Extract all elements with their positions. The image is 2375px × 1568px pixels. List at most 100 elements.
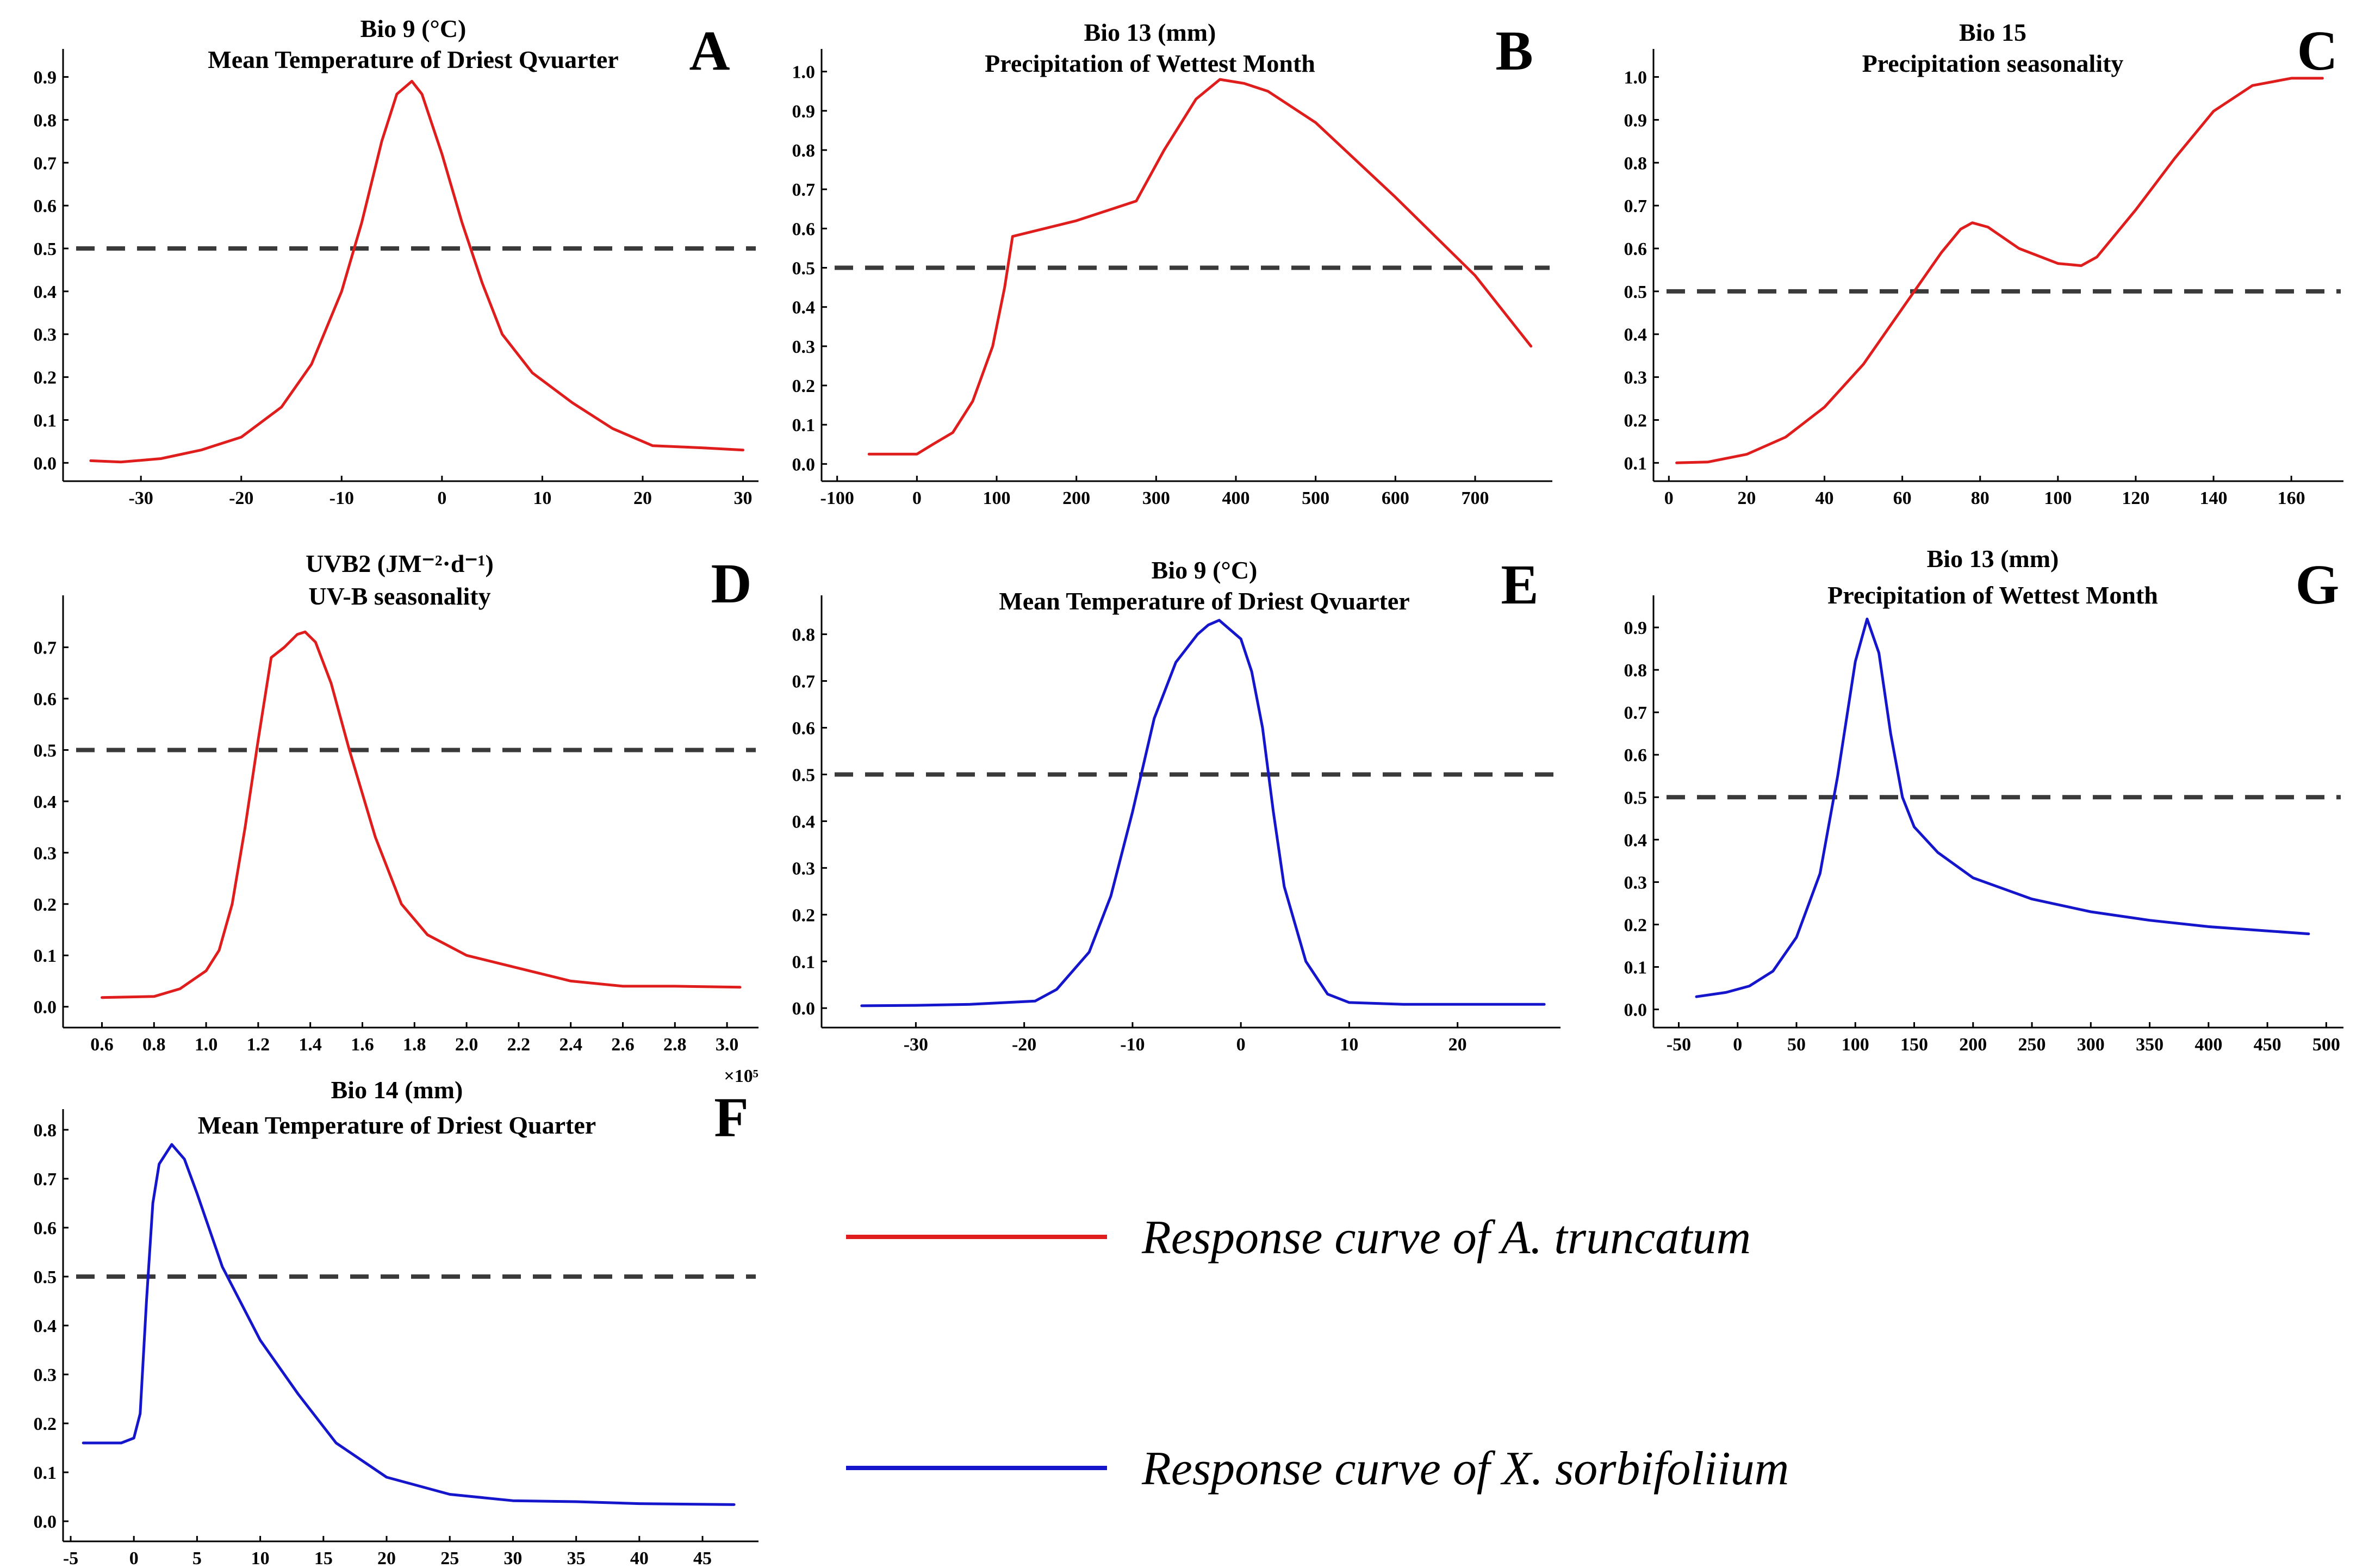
- y-tick-label: 0.2: [34, 895, 57, 915]
- y-tick-label: 0.9: [1624, 110, 1647, 130]
- panel-C: 0.1 0.2 0.3 0.4 0.5 0.6 0.7 0.8 0.9 1.0 0 20 40 60 80 1…: [1624, 18, 2343, 508]
- chart-title-line2: Mean Temperature of Driest Qvuarter: [999, 587, 1409, 615]
- y-tick-label: 0.0: [792, 999, 816, 1019]
- x-tick-label: 10: [533, 488, 551, 508]
- x-tick-label: 450: [2254, 1035, 2281, 1055]
- panel-E: 0.0 0.1 0.2 0.3 0.4 0.5 0.6 0.7 0.8 -30 -20 -10 0 10 2…: [792, 553, 1560, 1055]
- y-tick-label: 0.0: [34, 453, 57, 474]
- y-tick-label: 0.1: [1624, 958, 1647, 978]
- chart-panels: 0.00.10.20.30.40.50.60.70.80.9-30 -20 -10 0…: [34, 15, 2343, 1568]
- x-tick-label: -100: [820, 488, 854, 508]
- y-tick-label: 0.2: [1624, 915, 1647, 935]
- x-tick-label: 30: [503, 1548, 522, 1568]
- x-tick-label: 600: [1382, 488, 1409, 508]
- y-tick-label: 0.5: [1624, 788, 1647, 808]
- y-tick-label: 0.5: [792, 765, 816, 785]
- x-tick-label: 200: [1959, 1035, 1987, 1055]
- x-tick-label: 1.4: [299, 1035, 322, 1055]
- y-tick-label: 0.2: [34, 368, 57, 388]
- x-tick-label: 0.8: [142, 1035, 166, 1055]
- chart-title-line2: Mean Temperature of Driest Qvuarter: [208, 46, 618, 73]
- response-curve-sorbifolium: [1695, 617, 2310, 998]
- y-tick-label: 0.5: [792, 259, 816, 279]
- y-tick-label: 0.0: [1624, 1000, 1647, 1021]
- panel-B: 0.0 0.1 0.2 0.3 0.4 0.5 0.6 0.7 0.8 0.9 1.0 -100 0 10…: [792, 18, 1552, 508]
- x-tick-label: 2.8: [663, 1035, 687, 1055]
- response-curve-truncatum: [1675, 77, 2324, 464]
- x-tick-label: 40: [1816, 488, 1834, 508]
- y-tick-label: 0.2: [1624, 410, 1647, 431]
- y-tick-label: 0.5: [34, 239, 57, 259]
- x-tick-label: 0: [912, 488, 922, 508]
- y-tick-label: 0.1: [1624, 453, 1647, 474]
- y-tick-label: 0.4: [1624, 830, 1647, 850]
- y-tick-label: 0.1: [792, 415, 816, 435]
- y-tick-label: 0.3: [1624, 873, 1647, 893]
- x-tick-label: -20: [229, 488, 253, 508]
- x-tick-label: 500: [1302, 488, 1329, 508]
- x-tick-label: 120: [2122, 488, 2149, 508]
- y-tick-label: 0.4: [34, 792, 57, 812]
- x-tick-label: 200: [1062, 488, 1090, 508]
- chart-title-line2: Mean Temperature of Driest Quarter: [198, 1111, 596, 1139]
- y-tick-label: 0.8: [34, 110, 57, 130]
- chart-title-line2: UV-B seasonality: [308, 582, 490, 610]
- x-tick-label: 20: [377, 1548, 396, 1568]
- y-tick-label: 0.4: [792, 298, 816, 318]
- x-tick-label: 2.2: [507, 1035, 531, 1055]
- y-tick-label: 0.8: [1624, 153, 1647, 173]
- x-tick-label: 5: [192, 1548, 202, 1568]
- chart-title-line1: Bio 15: [1959, 18, 2026, 46]
- chart-title-line2: Precipitation of Wettest Month: [1827, 581, 2158, 609]
- panel-D: 0.0 0.1 0.2 0.3 0.4 0.5 0.6 0.7 0.6 0.8 1.0 1.2 1.4 1…: [34, 550, 758, 1086]
- x-tick-label: -10: [329, 488, 354, 508]
- chart-title-line1: Bio 13 (mm): [1927, 545, 2059, 573]
- chart-title-line1: Bio 13 (mm): [1084, 18, 1216, 46]
- x-tick-label: 160: [2278, 488, 2305, 508]
- y-tick-label: 0.3: [792, 337, 816, 357]
- x-tick-label: 0: [1664, 488, 1674, 508]
- x-tick-label: 40: [630, 1548, 649, 1568]
- x-tick-label: 250: [2018, 1035, 2046, 1055]
- chart-title-line2: Precipitation of Wettest Month: [985, 49, 1315, 77]
- chart-title-line1: Bio 9 (°C): [1152, 556, 1258, 584]
- y-tick-label: 0.5: [34, 741, 57, 761]
- y-tick-label: 0.3: [34, 1365, 57, 1385]
- response-curve-truncatum: [867, 78, 1533, 456]
- x-tick-label: 0.6: [90, 1035, 114, 1055]
- x-tick-label: 10: [1340, 1035, 1358, 1055]
- x-tick-label: 0: [129, 1548, 139, 1568]
- panel-F: 0.0 0.1 0.2 0.3 0.4 0.5 0.6 0.7 0.8 -5 0 5 10 15 20 25 3…: [34, 1076, 758, 1568]
- x-tick-label: 1.8: [403, 1035, 426, 1055]
- legend-label-sorbifolium: Response curve of X. sorbifoliium: [1141, 1442, 1789, 1495]
- y-tick-label: 0.3: [792, 858, 816, 879]
- y-tick-label: 0.5: [34, 1267, 57, 1287]
- x-tick-label: 2.6: [611, 1035, 635, 1055]
- y-tick-label: 1.0: [792, 63, 816, 83]
- x-tick-label: 0: [437, 488, 446, 508]
- x-tick-label: 140: [2200, 488, 2228, 508]
- y-tick-label: 0.6: [34, 1218, 57, 1239]
- x-tick-label: 35: [567, 1548, 586, 1568]
- y-tick-label: 0.2: [792, 376, 816, 396]
- y-tick-label: 0.8: [792, 141, 816, 161]
- x-tick-label: 1.6: [351, 1035, 374, 1055]
- y-tick-label: 0.7: [1624, 196, 1647, 216]
- x-tick-label: 50: [1787, 1035, 1806, 1055]
- y-tick-label: 0.7: [792, 672, 816, 692]
- x-tick-label: 300: [2077, 1035, 2105, 1055]
- y-tick-label: 0.6: [792, 219, 816, 239]
- y-tick-label: 0.9: [792, 102, 816, 122]
- x-tick-label: 3.0: [716, 1035, 739, 1055]
- x-tick-label: -20: [1012, 1035, 1036, 1055]
- chart-title-line1: Bio 14 (mm): [331, 1076, 463, 1104]
- y-tick-label: 0.7: [34, 153, 57, 173]
- x-tick-label: -10: [1120, 1035, 1145, 1055]
- x-tick-label: 45: [693, 1548, 712, 1568]
- y-tick-label: 0.7: [792, 180, 816, 200]
- y-tick-label: 0.7: [34, 1169, 57, 1190]
- y-tick-label: 0.5: [1624, 282, 1647, 302]
- y-tick-label: 0.6: [34, 196, 57, 216]
- y-tick-label: 0.8: [34, 1121, 57, 1141]
